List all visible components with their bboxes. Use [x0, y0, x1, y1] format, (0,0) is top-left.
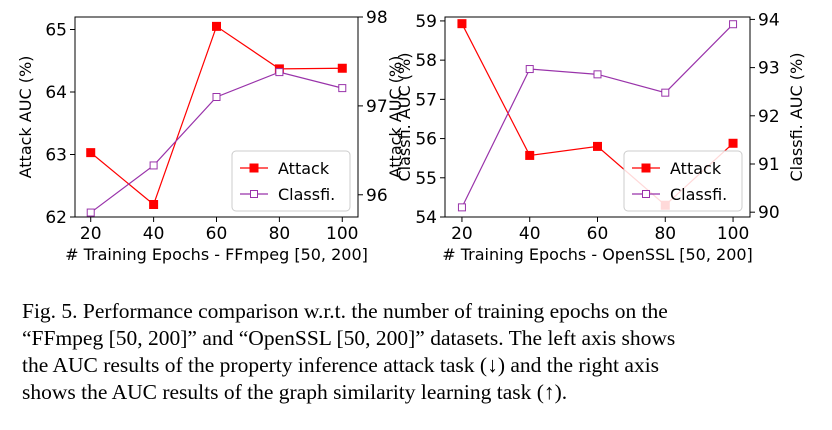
data-point	[593, 70, 602, 79]
data-point	[457, 203, 466, 212]
x-tick-label: 40	[143, 224, 165, 244]
y-left-axis-label: Attack AUC (%)	[16, 56, 35, 179]
y-left-tick-label: 65	[45, 21, 67, 41]
x-tick-label: 60	[587, 224, 609, 244]
caption-line-2: “FFmpeg [50, 200]” and “OpenSSL [50, 200…	[22, 326, 676, 350]
data-point	[525, 65, 534, 74]
y-left-tick-label: 57	[415, 90, 437, 110]
x-tick-label: 80	[654, 224, 676, 244]
legend-box	[623, 150, 743, 212]
x-tick-label: 40	[519, 224, 541, 244]
legend-marker	[642, 190, 650, 198]
y-left-tick-label: 59	[415, 12, 437, 32]
x-tick-label: 100	[717, 224, 749, 244]
data-point	[457, 19, 467, 29]
data-point	[212, 93, 221, 101]
data-point	[525, 150, 535, 160]
x-axis-label: # Training Epochs - FFmpeg [50, 200]	[65, 245, 368, 264]
legend-label: Attack	[278, 159, 330, 178]
y-right-tick-label: 93	[758, 59, 780, 79]
x-tick-label: 100	[326, 224, 358, 244]
y-left-tick-label: 56	[415, 130, 437, 150]
x-axis-label: # Training Epochs - OpenSSL [50, 200]	[442, 245, 753, 264]
y-right-axis-label: Classfi. AUC (%)	[787, 53, 806, 182]
y-right-tick-label: 96	[366, 186, 388, 206]
y-right-axis-label: Classfi. AUC (%)	[395, 53, 414, 182]
y-left-tick-label: 55	[415, 169, 437, 189]
legend: Attack Classfi.	[623, 150, 743, 212]
y-right-tick-label: 94	[758, 10, 780, 30]
data-point	[728, 138, 738, 148]
data-point	[275, 68, 284, 77]
data-point	[149, 161, 158, 170]
y-right-tick-label: 92	[758, 107, 780, 127]
legend-box	[231, 150, 351, 212]
chart-1: 20 40 60 80 100 62 63 64 65 96 97 98 # Training Epoc…	[16, 8, 414, 264]
data-point	[338, 84, 347, 93]
x-tick-label: 80	[269, 224, 291, 244]
y-left-tick-label: 62	[45, 208, 67, 228]
data-point	[729, 20, 738, 29]
legend-label: Classfi.	[278, 185, 335, 204]
legend: Attack Classfi.	[231, 150, 351, 212]
y-left-tick-label: 64	[45, 83, 67, 103]
legend-marker	[249, 163, 259, 173]
y-left-tick-label: 58	[415, 51, 437, 71]
data-point	[661, 88, 670, 97]
x-tick-label: 60	[206, 224, 228, 244]
data-point	[593, 141, 602, 151]
data-point	[337, 63, 347, 73]
caption-line-3: the AUC results of the property inferenc…	[22, 353, 660, 377]
caption-line-1: Fig. 5. Performance comparison w.r.t. th…	[22, 299, 668, 323]
legend-label: Classfi.	[670, 185, 727, 204]
y-left-axis-label: Attack AUC (%)	[386, 56, 405, 179]
x-tick-label: 20	[451, 224, 473, 244]
caption-line-4: shows the AUC results of the graph simil…	[22, 380, 568, 404]
figure: 20 40 60 80 100 62 63 64 65 96 97 98 # Training Epoc…	[16, 8, 806, 264]
legend-label: Attack	[670, 159, 722, 178]
legend-marker	[641, 163, 651, 173]
x-tick-label: 20	[80, 224, 102, 244]
legend-marker	[250, 190, 258, 198]
data-point	[86, 208, 95, 217]
y-right-tick-label: 91	[758, 155, 780, 175]
y-left-tick-label: 54	[415, 208, 437, 228]
y-right-tick-label: 98	[366, 8, 388, 28]
data-point	[212, 21, 221, 31]
figure-caption: Fig. 5. Performance comparison w.r.t. th…	[22, 298, 812, 406]
y-left-tick-label: 63	[45, 146, 67, 166]
data-point	[149, 200, 159, 209]
data-point	[86, 148, 96, 158]
y-right-tick-label: 97	[366, 97, 388, 117]
chart-2: 20 40 60 80 100 54 55 56 57 58 59 90 91 92 93 94 # Train…	[386, 10, 806, 264]
y-right-tick-label: 90	[758, 203, 780, 223]
